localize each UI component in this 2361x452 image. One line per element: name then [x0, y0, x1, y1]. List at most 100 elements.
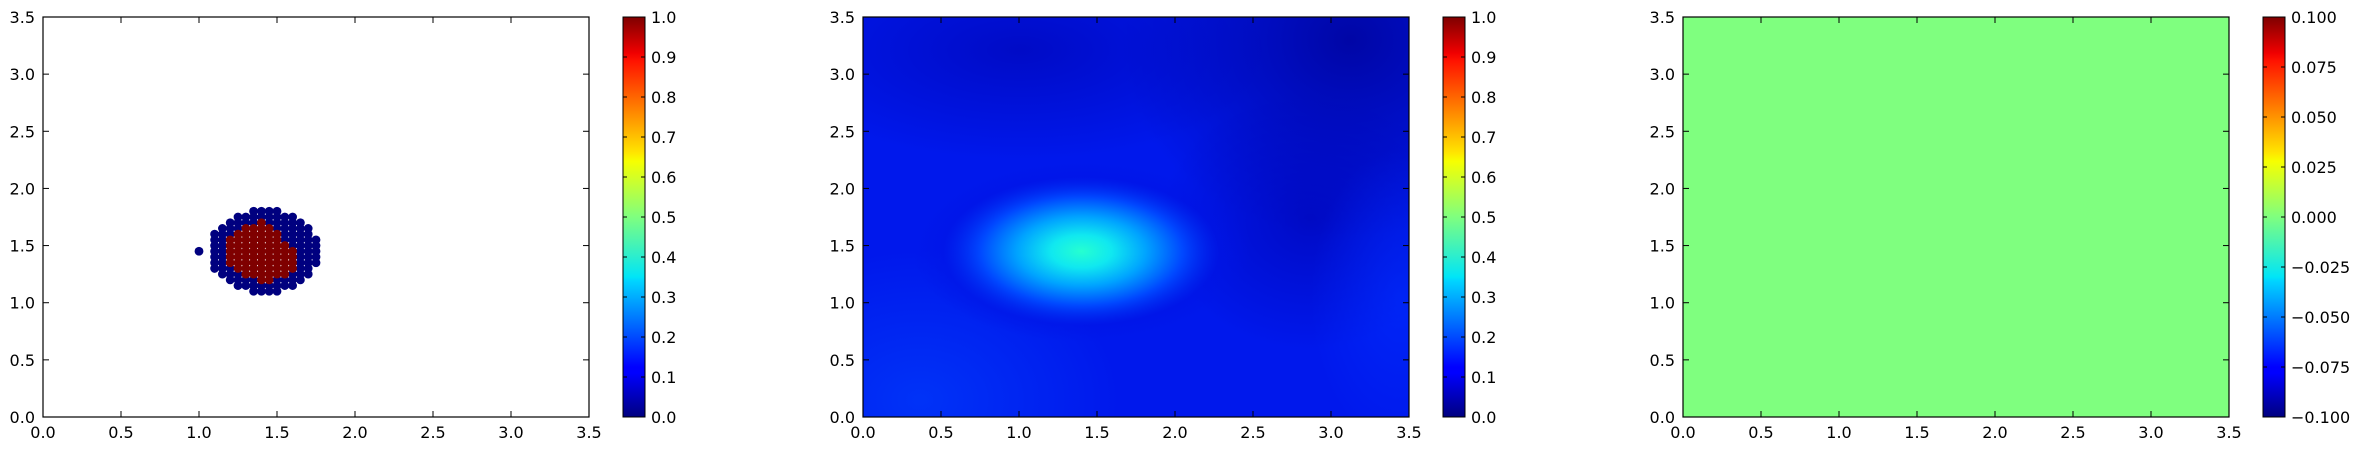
colorbar-tick-label: 0.8: [1471, 88, 1496, 107]
scatter-point: [272, 206, 282, 216]
x-tick-label: 3.0: [2138, 423, 2163, 442]
colorbar-tick-label: 0.025: [2291, 158, 2337, 177]
colorbar-tick-label: −0.025: [2291, 258, 2350, 277]
colorbar-tick-label: 0.4: [651, 248, 676, 267]
x-tick-label: 0.0: [850, 423, 875, 442]
x-tick-label: 3.5: [1396, 423, 1421, 442]
y-tick-label: 2.5: [10, 122, 35, 141]
y-tick-label: 1.0: [10, 294, 35, 313]
scatter-point: [225, 218, 235, 228]
x-tick-label: 1.5: [1084, 423, 1109, 442]
y-tick-label: 1.0: [1650, 294, 1675, 313]
scatter-point: [288, 212, 297, 222]
x-tick-label: 2.5: [420, 423, 445, 442]
x-tick-label: 1.5: [1904, 423, 1929, 442]
colorbar-tick-label: 0.3: [1471, 288, 1496, 307]
x-tick-label: 0.0: [30, 423, 55, 442]
chart-3-field: [1683, 17, 2229, 417]
y-tick-label: 0.0: [830, 408, 855, 427]
colorbar-tick-label: −0.075: [2291, 358, 2350, 377]
chart-2-plot-frame: [862, 16, 1410, 418]
chart-1-colorbar-ticks: 0.0 0.1 0.2 0.3 0.4 0.5 0.6 0.7 0.8 0.9 1.0: [623, 8, 676, 427]
scatter-point: [233, 229, 243, 239]
x-tick-label: 0.5: [928, 423, 953, 442]
colorbar-tick-label: −0.050: [2291, 308, 2350, 327]
scatter-point: [264, 224, 274, 233]
y-tick-label: 3.0: [1650, 65, 1675, 84]
x-tick-label: 2.5: [2060, 423, 2085, 442]
x-tick-label: 2.0: [1982, 423, 2007, 442]
colorbar-tick-label: 1.0: [651, 8, 676, 27]
chart-3-plot-frame: [1682, 16, 2230, 418]
y-tick-label: 3.0: [830, 65, 855, 84]
x-tick-label: 3.0: [1318, 423, 1343, 442]
scatter-point: [249, 224, 258, 233]
chart-3-axes: 0.0 0.5 1.0 1.5 2.0 2.5 3.0 3.5 0.0 0.5 1.0 1.5 2.0 2…: [1650, 8, 2242, 442]
x-tick-label: 1.5: [264, 423, 289, 442]
scatter-point: [257, 206, 266, 216]
scatter-point: [288, 246, 297, 256]
y-tick-label: 2.5: [830, 122, 855, 141]
colorbar-tick-label: 0.5: [651, 208, 676, 227]
scatter-point: [264, 206, 274, 216]
chart-1-axes: 0.0 0.5 1.0 1.5 2.0 2.5 3.0 3.5 0.0 0.5 1.0 1.5 2.0 2…: [10, 8, 602, 442]
colorbar-tick-label: 0.8: [651, 88, 676, 107]
colorbar-tick-label: 0.3: [651, 288, 676, 307]
x-tick-label: 1.0: [1006, 423, 1031, 442]
x-tick-label: 1.0: [1826, 423, 1851, 442]
colorbar-tick-label: 0.050: [2291, 108, 2337, 127]
colorbar-tick-label: 0.000: [2291, 208, 2337, 227]
y-tick-label: 0.0: [1650, 408, 1675, 427]
x-tick-label: 0.5: [108, 423, 133, 442]
y-tick-label: 1.5: [830, 237, 855, 256]
y-tick-label: 0.5: [830, 351, 855, 370]
chart-3-colorbar-ticks: −0.100 −0.075 −0.050 −0.025 0.000 0.025 0.050 0…: [2263, 8, 2350, 427]
chart-2-colorbar-ticks: 0.0 0.1 0.2 0.3 0.4 0.5 0.6 0.7 0.8 0.9 1.0: [1443, 8, 1496, 427]
x-tick-label: 3.0: [498, 423, 523, 442]
colorbar-tick-label: 0.1: [651, 368, 676, 387]
scatter-point: [272, 229, 282, 239]
scatter-point: [311, 235, 321, 245]
x-tick-label: 3.5: [2216, 423, 2241, 442]
chart-1-plot-frame: [42, 16, 590, 418]
colorbar-tick-label: 0.7: [651, 128, 676, 147]
colorbar-tick-label: 0.075: [2291, 58, 2337, 77]
scatter-point: [257, 218, 266, 228]
y-tick-label: 2.5: [1650, 122, 1675, 141]
scatter-point: [249, 206, 258, 216]
y-tick-label: 2.0: [10, 179, 35, 198]
scatter-point: [303, 224, 313, 233]
x-tick-label: 1.0: [186, 423, 211, 442]
y-tick-label: 1.0: [830, 294, 855, 313]
chart-1: 0.0 0.5 1.0 1.5 2.0 2.5 3.0 3.5 0.0 0.5 1.0 1.5 2.0 2…: [10, 8, 677, 442]
scatter-point: [194, 246, 204, 256]
y-tick-label: 3.0: [10, 65, 35, 84]
chart-3: 0.0 0.5 1.0 1.5 2.0 2.5 3.0 3.5 0.0 0.5 1.0 1.5 2.0 2…: [1650, 8, 2351, 442]
chart-2-axes: 0.0 0.5 1.0 1.5 2.0 2.5 3.0 3.5 0.0 0.5 1.0 1.5 2.0 2…: [830, 8, 1422, 442]
colorbar-tick-label: 0.0: [1471, 408, 1496, 427]
chart-2: 0.0 0.5 1.0 1.5 2.0 2.5 3.0 3.5 0.0 0.5 1.0 1.5 2.0 2…: [830, 8, 1497, 442]
y-tick-label: 1.5: [1650, 237, 1675, 256]
chart-2-peak: [912, 160, 1250, 342]
colorbar-tick-label: 0.1: [1471, 368, 1496, 387]
colorbar-tick-label: 0.7: [1471, 128, 1496, 147]
colorbar-tick-label: 0.9: [1471, 48, 1496, 67]
scatter-point: [280, 241, 290, 250]
colorbar-tick-label: 0.4: [1471, 248, 1496, 267]
scatter-point: [210, 229, 220, 239]
y-tick-label: 0.0: [10, 408, 35, 427]
colorbar-tick-label: 0.0: [651, 408, 676, 427]
y-tick-label: 1.5: [10, 237, 35, 256]
colorbar-tick-label: 0.9: [651, 48, 676, 67]
x-tick-label: 0.0: [1670, 423, 1695, 442]
y-tick-label: 2.0: [1650, 179, 1675, 198]
x-tick-label: 2.0: [1162, 423, 1187, 442]
y-tick-label: 3.5: [10, 8, 35, 27]
colorbar-tick-label: 0.5: [1471, 208, 1496, 227]
x-tick-label: 3.5: [576, 423, 601, 442]
scatter-point: [225, 235, 235, 245]
colorbar-tick-label: 0.2: [1471, 328, 1496, 347]
scatter-point: [296, 218, 305, 228]
chart-1-points: [194, 206, 321, 296]
